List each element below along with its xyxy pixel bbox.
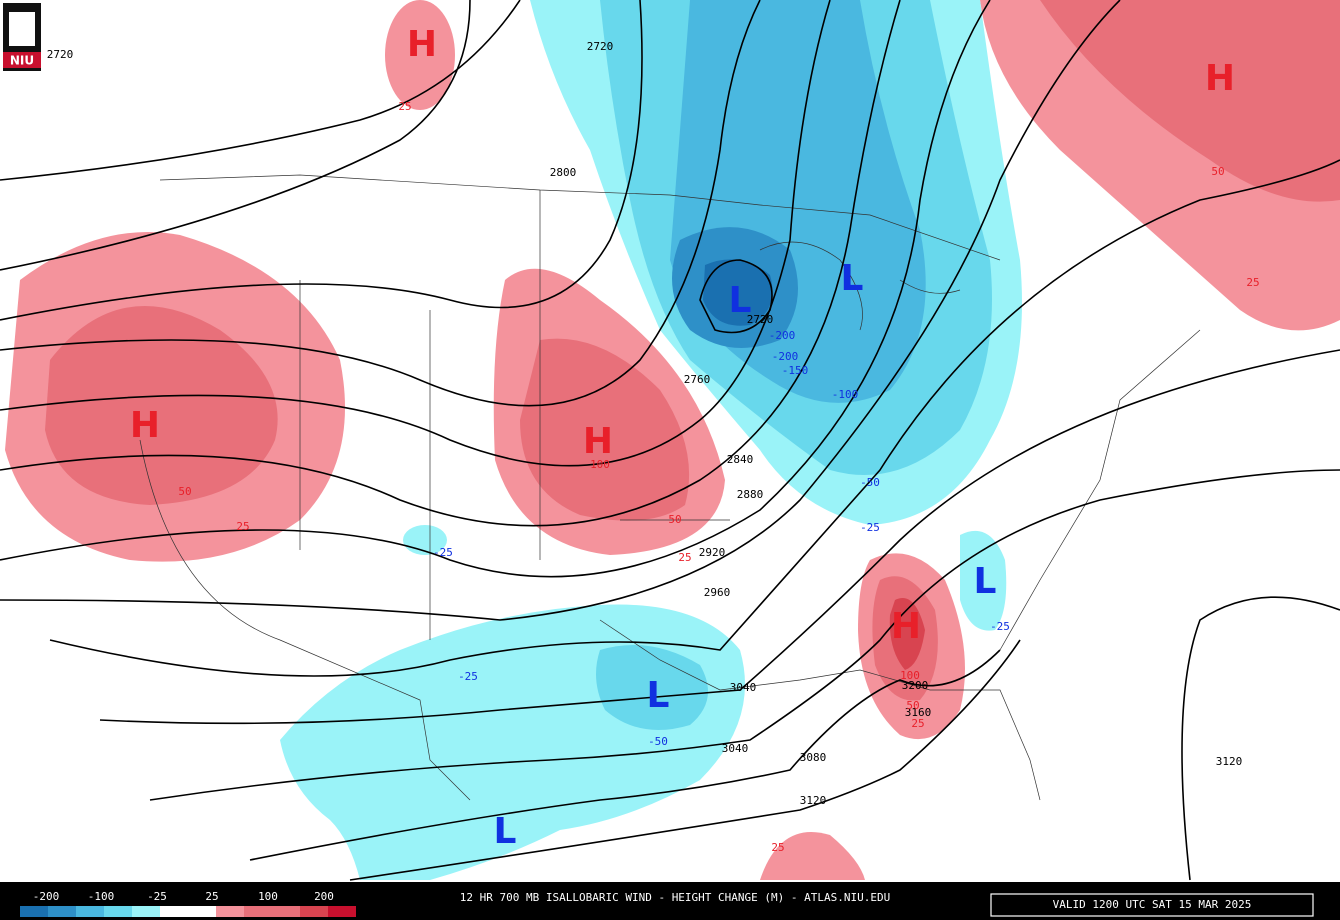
- high-center: H: [1205, 58, 1235, 99]
- valid-time: VALID 1200 UTC SAT 15 MAR 2025: [1053, 898, 1252, 911]
- change-label: 50: [1211, 165, 1224, 178]
- contour-label: 3120: [1216, 755, 1243, 768]
- contour-label: 3200: [902, 679, 929, 692]
- high-center: H: [891, 606, 921, 647]
- contour-label: 2720: [747, 313, 774, 326]
- change-label: -25: [433, 546, 453, 559]
- change-label: -200: [769, 329, 796, 342]
- change-label: 25: [911, 717, 924, 730]
- change-label: 50: [906, 699, 919, 712]
- change-label: -150: [782, 364, 809, 377]
- change-labels: 25 50 25 -200 -200 -150 -100 -50 -25 -25…: [178, 100, 1259, 854]
- change-label: 25: [398, 100, 411, 113]
- contour-label: 2920: [699, 546, 726, 559]
- contour-label: 3120: [800, 794, 827, 807]
- map-title: 12 HR 700 MB ISALLOBARIC WIND - HEIGHT C…: [460, 891, 890, 904]
- contour-labels: 2720 2720 2800 2720 2760 2840 2880 2920 …: [47, 40, 1243, 807]
- height-contours: [0, 0, 1340, 881]
- change-label: 50: [178, 485, 191, 498]
- change-label: -50: [648, 735, 668, 748]
- change-label: 50: [668, 513, 681, 526]
- color-scale: -200 -100 -25 25 100 200: [20, 890, 356, 917]
- low-center: L: [647, 675, 670, 716]
- high-center: H: [407, 24, 437, 65]
- change-label: -200: [772, 350, 799, 363]
- centers: H H H H H H L L L L L: [130, 24, 1235, 852]
- contour-label: 2760: [684, 373, 711, 386]
- footer: -200 -100 -25 25 100 200 12 HR 700 MB IS…: [0, 882, 1340, 920]
- contour-label: 2800: [550, 166, 577, 179]
- legend-label: 100: [258, 890, 278, 903]
- contour-label: 3160: [905, 706, 932, 719]
- legend-label: -200: [33, 890, 60, 903]
- contour-label: 2720: [47, 48, 74, 61]
- high-center: H: [583, 421, 613, 462]
- legend-label: -100: [88, 890, 115, 903]
- contour-label: 2960: [704, 586, 731, 599]
- change-label: 25: [678, 551, 691, 564]
- low-center: L: [729, 280, 752, 321]
- contour-label: 3040: [722, 742, 749, 755]
- change-label: 100: [590, 458, 610, 471]
- logo-text: NIU: [10, 54, 34, 68]
- height-change-shading: [5, 0, 1340, 880]
- legend-label: 25: [205, 890, 218, 903]
- change-label: -25: [990, 620, 1010, 633]
- contour-label: 2840: [727, 453, 754, 466]
- geography: [139, 174, 1201, 801]
- change-label: 25: [771, 841, 784, 854]
- change-label: -25: [860, 521, 880, 534]
- change-label: -100: [832, 388, 859, 401]
- change-label: -25: [458, 670, 478, 683]
- contour-label: 2880: [737, 488, 764, 501]
- change-label: -50: [860, 476, 880, 489]
- contour-label: 3080: [800, 751, 827, 764]
- change-label: 100: [900, 669, 920, 682]
- legend-label: -25: [147, 890, 167, 903]
- low-center: L: [494, 811, 517, 852]
- low-center: L: [974, 561, 997, 602]
- high-center: H: [130, 405, 160, 446]
- low-center: L: [841, 258, 864, 299]
- contour-label: 2720: [587, 40, 614, 53]
- legend-label: 200: [314, 890, 334, 903]
- change-label: 25: [1246, 276, 1259, 289]
- logo: NIU: [3, 3, 41, 71]
- change-label: 25: [236, 520, 249, 533]
- contour-label: 3040: [730, 681, 757, 694]
